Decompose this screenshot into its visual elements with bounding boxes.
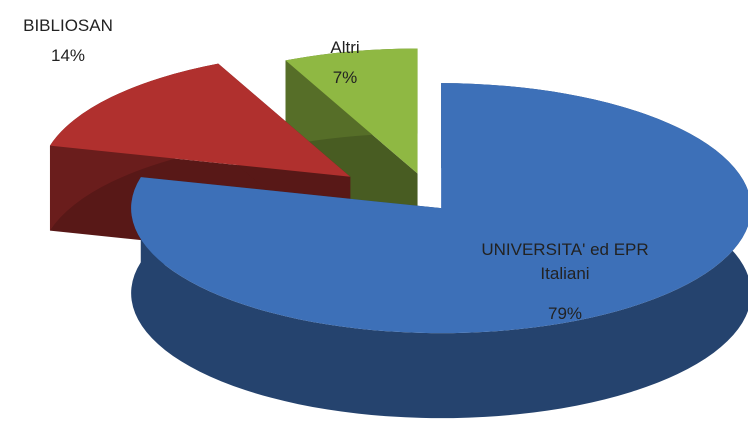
value-label: 14% xyxy=(50,46,86,65)
slice xyxy=(49,63,351,177)
slice-label: UNIVERSITA' ed EPR Italiani xyxy=(481,240,649,283)
value-label: 79% xyxy=(547,304,583,323)
slice-label: Altri xyxy=(330,38,360,57)
value-label: 7% xyxy=(332,68,358,87)
slice-label: BIBLIOSAN xyxy=(23,16,113,35)
slice xyxy=(285,48,418,174)
slice xyxy=(131,83,748,334)
